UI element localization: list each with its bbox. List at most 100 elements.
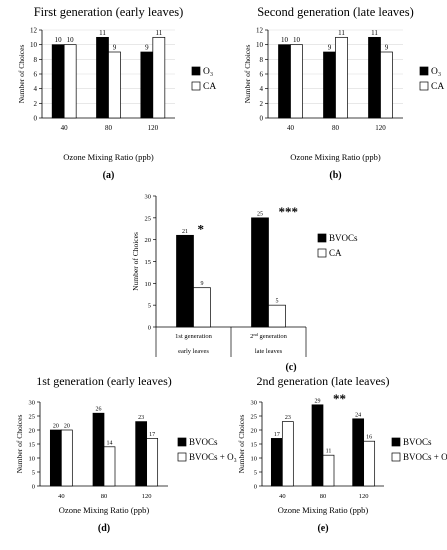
x-category-sublabel: early leaves (178, 348, 209, 355)
bar-value-label: 11 (371, 29, 378, 37)
y-tick-label: 10 (29, 456, 36, 463)
x-tick-label: 120 (148, 124, 159, 132)
bar-value-label: 9 (201, 281, 204, 287)
y-tick-label: 0 (260, 115, 264, 123)
bar-series-1 (323, 51, 336, 119)
bar-value-label: 11 (155, 29, 162, 37)
x-tick-label: 120 (359, 493, 369, 500)
panel-label: (b) (329, 170, 341, 181)
legend-swatch (419, 81, 429, 91)
legend-label: CA (203, 82, 216, 92)
bar-series-2 (63, 44, 77, 119)
legend-label: O₃ (203, 67, 213, 77)
chart-panel-d: 1st generation (early leaves) 0 5 10 15 20 25 3… (15, 374, 237, 534)
x-axis-label: Ozone Mixing Ratio (ppb) (278, 505, 369, 515)
y-tick-label: 10 (30, 41, 38, 49)
y-tick-label: 8 (260, 56, 264, 64)
bar-value-label: 9 (385, 44, 389, 52)
bar-series-1 (92, 412, 105, 487)
legend-label: BVOCs (189, 437, 218, 447)
bar-value-label: 9 (145, 44, 149, 52)
bar-series-2 (380, 51, 393, 119)
y-tick-label: 10 (256, 41, 264, 49)
bar-series-2 (103, 446, 116, 487)
bar-series-2 (322, 454, 335, 487)
y-axis-label: Number of Choices (237, 415, 246, 474)
bar-series-2 (281, 421, 294, 487)
bar-value-label: 11 (99, 29, 106, 37)
bar-value-label: 9 (328, 44, 332, 52)
bar-series-1 (311, 404, 324, 487)
x-axis-label: Ozone Mixing Ratio (ppb) (59, 505, 150, 515)
chart-title: 1st generation (early leaves) (36, 374, 172, 388)
bar-value-label: 16 (366, 435, 372, 441)
legend-label: BVOCs + O₃ (189, 452, 237, 462)
legend-label: BVOCs (329, 233, 358, 243)
legend-label: CA (329, 248, 342, 258)
y-tick-label: 4 (34, 85, 38, 93)
chart-panel-e: 2nd generation (late leaves) 0 5 10 15 20 25 30… (237, 374, 447, 534)
bar-series-2 (193, 287, 211, 328)
y-tick-label: 30 (29, 400, 36, 407)
bar-series-2 (290, 44, 303, 119)
y-tick-label: 30 (145, 194, 152, 201)
legend-swatch (317, 233, 327, 243)
bar-value-label: 20 (64, 424, 70, 430)
chart-title: First generation (early leaves) (34, 5, 184, 19)
bar-value-label: 10 (293, 36, 301, 44)
legend-swatch (191, 81, 201, 91)
bar-value-label: 9 (113, 44, 117, 52)
bar-value-label: 17 (274, 432, 280, 438)
chart-panel-c: 0 5 10 15 20 25 30 Number of Choices 21 9 * 1st gen… (131, 194, 358, 374)
y-tick-label: 30 (251, 400, 258, 407)
bar-value-label: 21 (182, 229, 188, 235)
x-tick-label: 120 (375, 124, 386, 132)
bar-series-1 (270, 438, 283, 487)
x-tick-label: 40 (58, 493, 65, 500)
bar-value-label: 14 (107, 440, 113, 446)
bar-value-label: 11 (338, 29, 345, 37)
y-tick-label: 8 (34, 56, 38, 64)
y-axis-label: Number of Choices (17, 45, 26, 104)
chart-panel-b: Second generation (late leaves) 0 2 4 6 8 10 12… (243, 5, 444, 181)
bar-value-label: 24 (355, 412, 361, 418)
y-tick-label: 6 (260, 71, 264, 79)
bar-value-label: 23 (285, 415, 291, 421)
significance-marker: ** (333, 391, 346, 406)
y-tick-label: 15 (251, 442, 258, 449)
legend-label: BVOCs (403, 437, 432, 447)
bar-value-label: 29 (315, 398, 321, 404)
bar-series-2 (268, 304, 286, 328)
y-tick-label: 12 (256, 27, 264, 35)
x-tick-label: 80 (101, 493, 108, 500)
bar-value-label: 26 (96, 407, 102, 413)
panel-label: (d) (98, 523, 110, 534)
y-tick-label: 0 (32, 484, 35, 491)
bar-series-1 (368, 36, 381, 119)
bar-value-label: 5 (276, 299, 279, 305)
y-axis-label: Number of Choices (15, 415, 24, 474)
bar-series-1 (135, 421, 148, 487)
y-tick-label: 2 (34, 100, 38, 108)
chart-panel-a: First generation (early leaves) 0 2 4 6 8 10 12… (17, 5, 216, 181)
bar-series-1 (51, 44, 65, 119)
legend-swatch (177, 437, 187, 447)
x-category-label: 1st generation (175, 333, 212, 340)
x-tick-label: 120 (142, 493, 152, 500)
bar-series-1 (49, 429, 62, 487)
legend-label: O₃ (431, 67, 441, 77)
y-tick-label: 15 (145, 259, 152, 266)
y-tick-label: 4 (260, 85, 264, 93)
legend-label: CA (431, 82, 444, 92)
bar-value-label: 20 (53, 424, 59, 430)
bar-series-2 (363, 440, 376, 487)
bar-value-label: 10 (67, 36, 75, 44)
bar-series-1 (251, 217, 269, 328)
significance-marker: * (198, 221, 205, 236)
bar-value-label: 25 (257, 211, 263, 217)
x-tick-label: 40 (287, 124, 295, 132)
x-tick-label: 40 (61, 124, 69, 132)
bar-series-2 (60, 429, 73, 487)
y-tick-label: 20 (29, 428, 36, 435)
